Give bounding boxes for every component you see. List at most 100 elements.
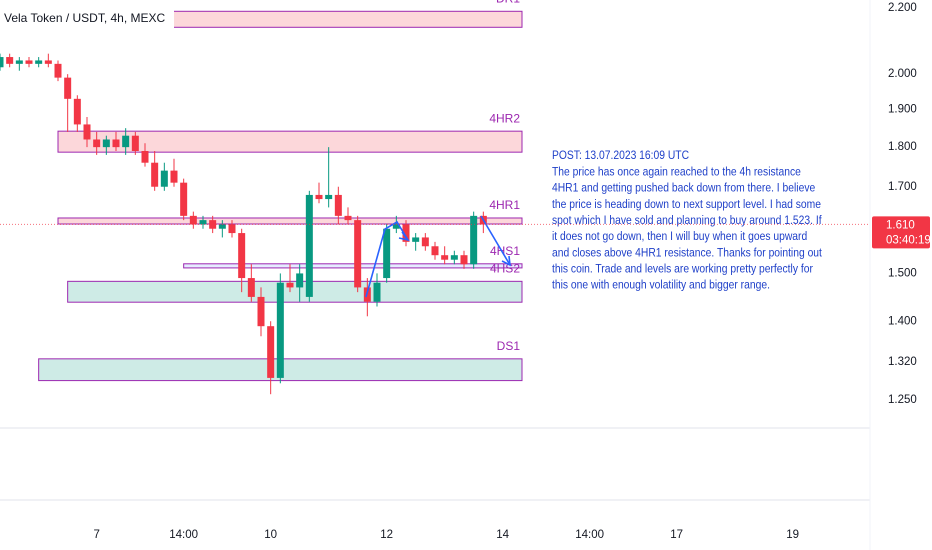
candle-body bbox=[383, 228, 391, 279]
candle-body bbox=[402, 224, 410, 242]
x-tick-label: 10 bbox=[264, 529, 277, 541]
chart-title: Vela Token / USDT, 4h, MEXC bbox=[4, 11, 166, 25]
countdown-label: 03:40:19 bbox=[886, 234, 931, 246]
y-tick-label: 2.200 bbox=[888, 2, 917, 14]
candle-body bbox=[450, 255, 458, 260]
last-price-label: 1.610 bbox=[886, 219, 915, 231]
candle-body bbox=[35, 60, 43, 64]
candle-body bbox=[315, 194, 323, 200]
candle-body bbox=[247, 278, 255, 297]
candle-body bbox=[238, 233, 246, 279]
y-tick-label: 2.000 bbox=[888, 68, 917, 80]
arrow-path bbox=[365, 220, 409, 298]
annotation-line: this coin. Trade and levels are working … bbox=[552, 263, 813, 276]
candle-body bbox=[180, 182, 188, 216]
zone-label: 4HR1 bbox=[489, 198, 520, 212]
candle-body bbox=[431, 246, 439, 256]
candle-body bbox=[64, 77, 72, 99]
candle-body bbox=[83, 124, 91, 140]
candle-body bbox=[122, 135, 130, 148]
candle-body bbox=[93, 139, 101, 148]
x-tick-label: 14 bbox=[496, 529, 509, 541]
candle-body bbox=[392, 224, 400, 229]
drawing-arrows bbox=[365, 215, 511, 298]
candle-body bbox=[257, 296, 265, 327]
annotation-line: it does not go down, then I will buy whe… bbox=[552, 231, 807, 244]
zone-label: 4HS2 bbox=[490, 261, 520, 275]
candle-body bbox=[218, 224, 226, 229]
candle-body bbox=[412, 237, 420, 242]
candle-body bbox=[102, 139, 110, 148]
candle-body bbox=[344, 215, 352, 221]
x-tick-label: 12 bbox=[380, 529, 393, 541]
candle-body bbox=[460, 255, 468, 265]
candle-body bbox=[199, 220, 207, 225]
annotation-line: and closes above 4HR1 resistance. Thanks… bbox=[552, 247, 823, 260]
candles bbox=[0, 53, 487, 395]
annotation-line: this one with enough volatility and bigg… bbox=[552, 279, 770, 292]
x-tick-label: 14:00 bbox=[169, 529, 198, 541]
x-tick-label: 19 bbox=[786, 529, 799, 541]
candle-body bbox=[421, 237, 429, 247]
zone bbox=[67, 280, 523, 303]
arrow-path bbox=[480, 215, 511, 266]
zone-label: DS1 bbox=[497, 339, 521, 353]
candle-body bbox=[267, 326, 275, 378]
x-tick-label: 14:00 bbox=[575, 529, 604, 541]
y-tick-label: 1.700 bbox=[888, 181, 917, 193]
candle-body bbox=[228, 224, 236, 234]
zone bbox=[57, 217, 523, 225]
y-tick-label: 1.250 bbox=[888, 394, 917, 406]
zone-label: 4HS1 bbox=[490, 244, 520, 258]
zone bbox=[57, 130, 523, 153]
y-tick-label: 1.900 bbox=[888, 104, 917, 116]
annotation-line: 4HR1 and getting pushed back down from t… bbox=[552, 182, 815, 195]
candle-body bbox=[44, 60, 52, 64]
annotation: POST: 13.07.2023 16:09 UTC The price has … bbox=[552, 150, 823, 292]
arrow-head bbox=[398, 231, 410, 242]
title-background bbox=[0, 9, 174, 28]
zones: DR1 4HR2 4HR1 4HS1 4HS2 DS1 bbox=[0, 0, 523, 382]
candle-body bbox=[470, 215, 478, 265]
y-tick-label: 1.400 bbox=[888, 315, 917, 327]
annotation-line: spot which I have sold and planning to b… bbox=[552, 214, 822, 227]
candle-body bbox=[305, 194, 313, 297]
candle-body bbox=[112, 139, 120, 148]
y-tick-label: 1.500 bbox=[888, 267, 917, 279]
candle-body bbox=[325, 194, 333, 200]
arrow-head bbox=[501, 255, 511, 267]
zone bbox=[183, 263, 523, 269]
candle-body bbox=[354, 220, 362, 288]
x-tick-label: 7 bbox=[93, 529, 99, 541]
candle-body bbox=[54, 63, 62, 78]
candle-body bbox=[15, 60, 23, 64]
candle-body bbox=[373, 282, 381, 302]
annotation-line: The price has once again reached to the … bbox=[552, 166, 801, 179]
candle-body bbox=[286, 282, 294, 288]
candle-body bbox=[131, 135, 139, 151]
candle-body bbox=[160, 170, 168, 187]
candle-body bbox=[6, 57, 14, 64]
zone-label: 4HR2 bbox=[489, 111, 520, 125]
candle-body bbox=[170, 170, 178, 183]
candle-body bbox=[141, 150, 149, 163]
candle-body bbox=[296, 273, 304, 288]
candle-body bbox=[151, 162, 159, 187]
candle-body bbox=[73, 98, 81, 125]
zone-label: DR1 bbox=[496, 0, 520, 5]
candle-body bbox=[189, 215, 197, 225]
candle-body bbox=[276, 282, 284, 378]
candle-body bbox=[441, 255, 449, 260]
annotation-line: the price is heading down to next suppor… bbox=[552, 198, 821, 211]
x-tick-label: 17 bbox=[670, 529, 683, 541]
candle-body bbox=[0, 57, 4, 68]
y-tick-label: 1.800 bbox=[888, 141, 917, 153]
axes: 1.250 1.320 1.400 1.500 1.700 1.800 1.900 2.000… bbox=[0, 2, 931, 541]
candle-body bbox=[209, 220, 217, 229]
candle-body bbox=[25, 60, 33, 64]
annotation-line: POST: 13.07.2023 16:09 UTC bbox=[552, 150, 689, 163]
candle-body bbox=[334, 194, 342, 216]
last-price-badge bbox=[872, 216, 930, 249]
